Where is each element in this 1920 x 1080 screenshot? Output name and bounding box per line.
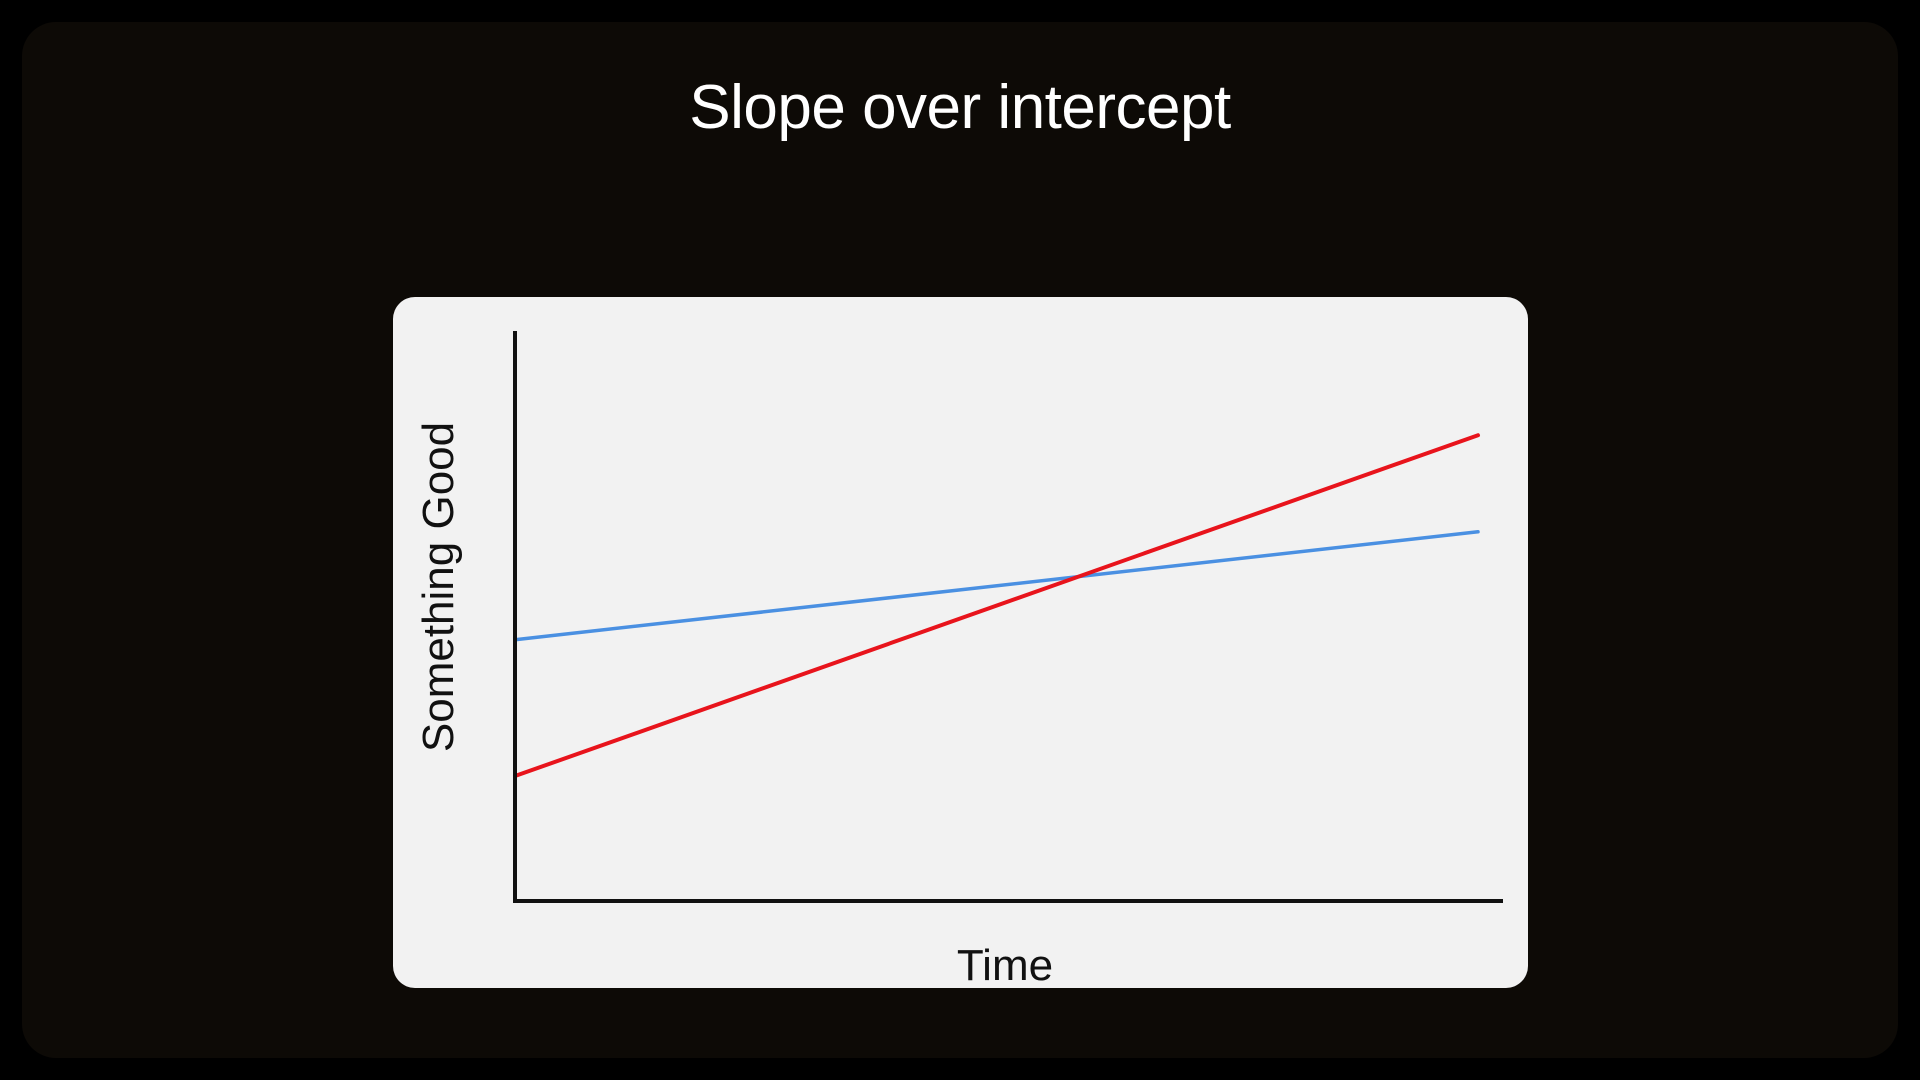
series-line-1 <box>513 530 1480 642</box>
chart-card: Time Something Good <box>393 297 1528 988</box>
line-chart: Time Something Good <box>414 331 1503 988</box>
series-line-2 <box>513 433 1480 779</box>
y-axis-label: Something Good <box>414 422 463 752</box>
x-axis-label: Time <box>957 941 1053 988</box>
series-layer <box>513 433 1480 779</box>
slide-title: Slope over intercept <box>689 73 1231 142</box>
